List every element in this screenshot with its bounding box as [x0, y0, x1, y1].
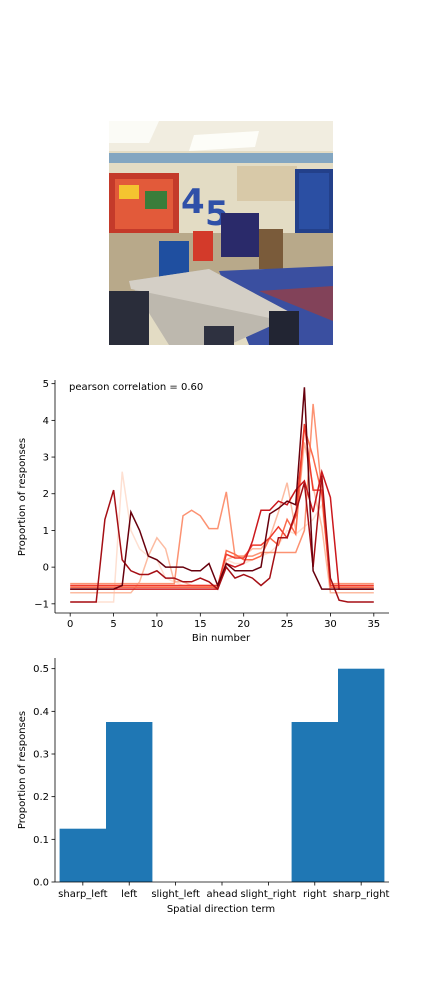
x-tick-label: sharp_right [333, 889, 390, 900]
x-tick-label: 5 [110, 619, 116, 630]
x-tick-label: left [121, 889, 137, 900]
classroom-photo: 4 5 [109, 121, 333, 345]
y-tick-label: −1 [34, 599, 49, 610]
x-tick-label: right [303, 889, 327, 900]
y-axis-label: Proportion of responses [17, 438, 28, 556]
x-tick-label: 15 [194, 619, 207, 630]
y-tick-label: 0.3 [33, 750, 49, 761]
y-tick-label: 0.0 [33, 878, 49, 889]
y-tick-label: 0.4 [33, 707, 49, 718]
bar-left [106, 722, 152, 882]
y-tick-label: 2 [43, 489, 49, 500]
y-tick-label: 0 [43, 563, 49, 574]
bar-sharp-right [338, 669, 384, 882]
x-tick-label: 10 [151, 619, 164, 630]
bars-group [60, 669, 385, 882]
svg-text:4: 4 [181, 182, 205, 222]
bar-right [292, 722, 338, 882]
x-axis-label: Bin number [192, 633, 251, 644]
x-tick-label: ahead [206, 889, 237, 900]
x-ticks: 0 5 10 15 20 25 30 35 [67, 613, 380, 630]
y-tick-label: 0.1 [33, 835, 49, 846]
y-tick-label: 0.5 [33, 664, 49, 675]
y-tick-label: 4 [43, 416, 49, 427]
x-tick-label: slight_left [151, 889, 200, 900]
bar-chart: sharp_left left slight_left ahead slight_rig… [0, 650, 432, 930]
y-ticks: 0.0 0.1 0.2 0.3 0.4 0.5 [33, 664, 55, 888]
chart-annotation: pearson correlation = 0.60 [69, 382, 203, 393]
x-tick-label: 30 [324, 619, 337, 630]
x-ticks: sharp_left left slight_left ahead slight_rig… [58, 882, 389, 900]
y-axis-label: Proportion of responses [17, 711, 28, 829]
x-tick-label: slight_right [240, 889, 296, 900]
y-tick-label: 1 [43, 526, 49, 537]
x-tick-label: 35 [367, 619, 380, 630]
x-tick-label: sharp_left [58, 889, 107, 900]
bar-sharp-left [60, 829, 106, 882]
x-tick-label: 0 [67, 619, 73, 630]
x-axis-label: Spatial direction term [167, 904, 275, 915]
line-series-group [70, 387, 374, 602]
y-tick-label: 3 [43, 453, 49, 464]
x-tick-label: 25 [281, 619, 294, 630]
y-ticks: −1 0 1 2 3 4 5 [34, 379, 55, 610]
x-tick-label: 20 [237, 619, 250, 630]
y-tick-label: 0.2 [33, 792, 49, 803]
y-tick-label: 5 [43, 379, 49, 390]
line-chart: pearson correlation = 0.60 0 5 10 15 20 25 30 3… [0, 370, 432, 650]
